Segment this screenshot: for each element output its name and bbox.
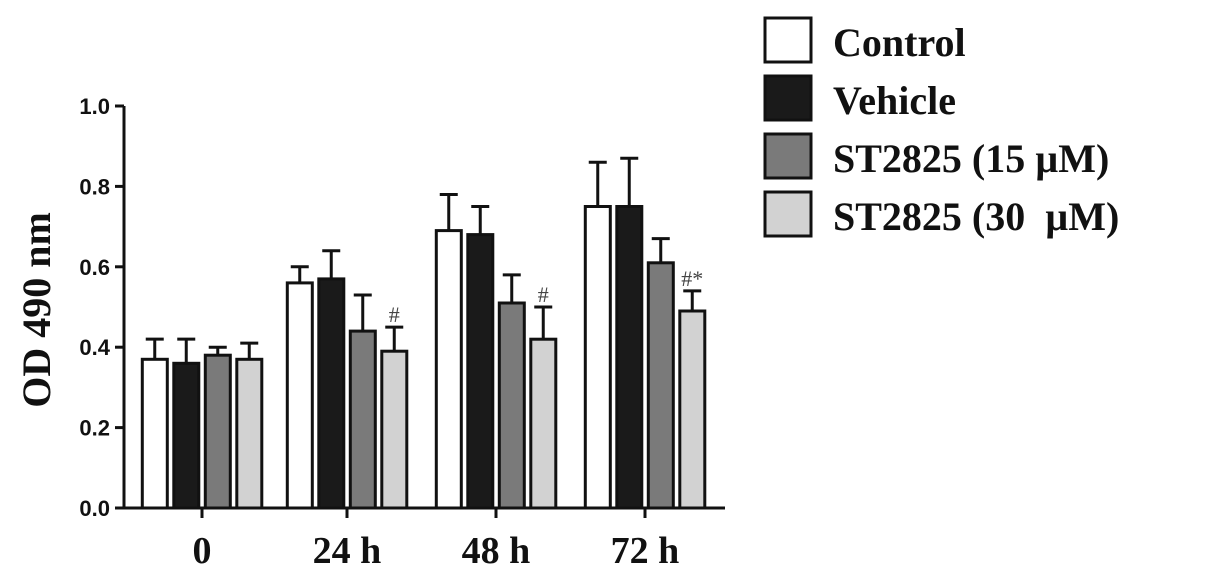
legend-label: Vehicle (833, 78, 956, 123)
legend: Control Vehicle ST2825 (15 µM) ST2825 (30 µ… (763, 16, 1119, 239)
bar (466, 233, 495, 510)
bar (615, 205, 644, 510)
y-tick-label: 0.0 (79, 496, 110, 521)
legend-label: Control (833, 20, 966, 65)
significance-marker: #* (681, 266, 703, 291)
bar (285, 281, 314, 510)
x-tick-label: 48 h (462, 530, 531, 572)
bar (380, 349, 409, 510)
bar (583, 205, 612, 510)
bar (646, 261, 675, 510)
bar (497, 301, 526, 510)
legend-swatch (763, 132, 813, 180)
significance-marker: # (389, 302, 400, 327)
x-tick-label: 72 h (611, 530, 680, 572)
y-tick-label: 0.2 (79, 416, 110, 441)
legend-label: ST2825 (15 µM) (833, 136, 1109, 181)
significance-marker: # (538, 282, 549, 307)
bar (529, 337, 558, 510)
y-tick-label: 0.6 (79, 255, 110, 280)
legend-label: ST2825 (30 µM) (833, 194, 1119, 239)
bar (434, 229, 463, 510)
legend-swatch (763, 74, 813, 122)
legend-swatch (763, 16, 813, 64)
y-tick-label: 1.0 (79, 94, 110, 119)
x-tick-label: 24 h (313, 530, 382, 572)
y-axis-label: OD 490 nm (14, 212, 59, 408)
y-tick-label: 0.4 (79, 335, 110, 360)
bar (348, 329, 377, 510)
y-tick-label: 0.8 (79, 174, 110, 199)
legend-swatch (763, 190, 813, 238)
bar (203, 353, 232, 510)
axes-layer: 0.0 0.2 0.4 0.6 0.8 1.0 0 24 h 48 h 72 h (79, 94, 725, 572)
bar (235, 357, 264, 510)
bar (317, 277, 346, 510)
bar (140, 357, 169, 510)
bars-layer: # # #* (140, 156, 707, 510)
bar (678, 309, 707, 510)
x-tick-label: 0 (193, 530, 212, 572)
bar (172, 361, 201, 510)
